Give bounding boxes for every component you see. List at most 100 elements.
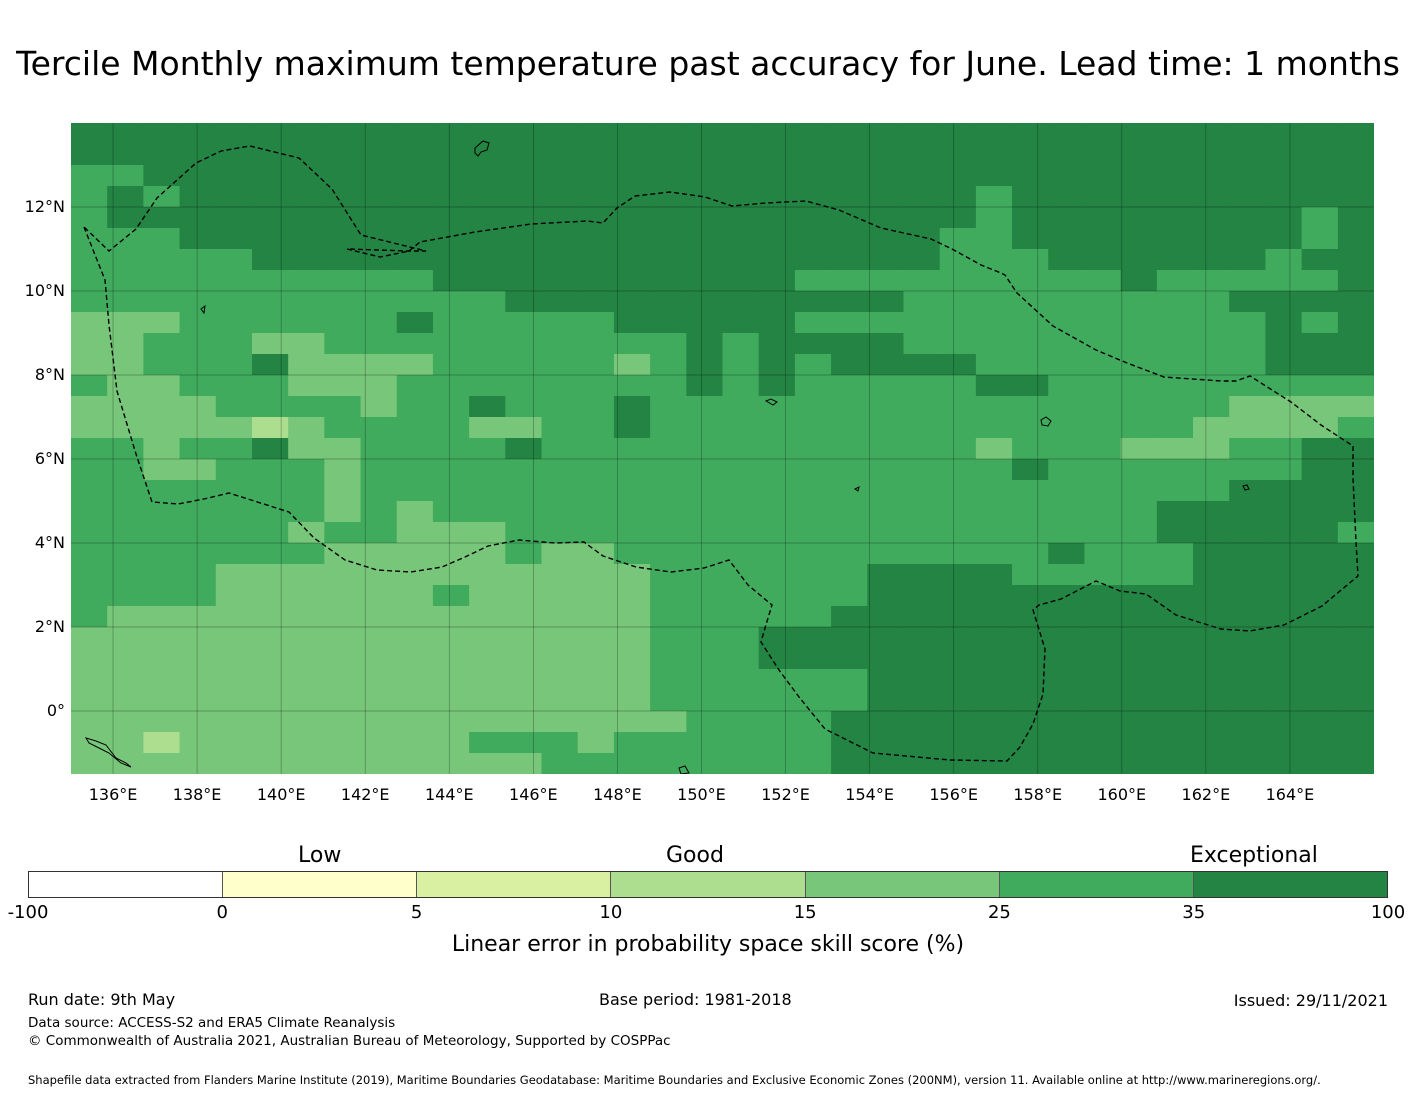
score-cell (577, 186, 615, 208)
score-cell (1120, 396, 1158, 418)
score-cell (975, 438, 1013, 460)
score-cell (650, 522, 687, 544)
score-cell (432, 186, 470, 208)
score-cell (179, 270, 217, 292)
score-cell (324, 144, 362, 166)
score-cell (1193, 123, 1230, 145)
score-cell (179, 732, 217, 754)
score-cell (1048, 711, 1086, 733)
latitude-label: 2°N (34, 617, 65, 636)
score-cell (722, 375, 760, 397)
score-cell (324, 186, 362, 208)
score-cell (505, 249, 543, 271)
score-cell (251, 585, 289, 607)
score-cell (1012, 543, 1049, 565)
score-cell (1156, 207, 1194, 229)
score-cell (1265, 501, 1303, 523)
score-cell (1012, 123, 1049, 145)
score-cell (1084, 438, 1122, 460)
score-cell (686, 291, 724, 313)
score-cell (541, 186, 579, 208)
score-cell (939, 354, 977, 376)
score-cell (1156, 249, 1194, 271)
score-cell (107, 627, 144, 649)
score-cell (505, 648, 543, 670)
score-cell (939, 459, 977, 481)
score-cell (215, 501, 253, 523)
score-cell (541, 438, 579, 460)
score-cell (1337, 690, 1374, 712)
score-cell (1193, 669, 1230, 691)
score-cell (975, 690, 1013, 712)
score-cell (975, 627, 1013, 649)
shapefile-credit: Shapefile data extracted from Flanders M… (28, 1073, 1321, 1087)
score-cell (1048, 522, 1086, 544)
score-cell (1048, 249, 1086, 271)
score-cell (939, 144, 977, 166)
score-cell (1193, 501, 1230, 523)
score-cell (831, 396, 868, 418)
score-cell (867, 375, 905, 397)
score-cell (686, 606, 724, 628)
score-cell (975, 375, 1013, 397)
score-cell (794, 144, 832, 166)
score-cell (758, 564, 796, 586)
score-cell (1156, 312, 1194, 334)
score-cell (1265, 144, 1303, 166)
score-cell (903, 522, 941, 544)
score-cell (577, 333, 615, 355)
score-cell (1156, 564, 1194, 586)
score-cell (1156, 186, 1194, 208)
score-cell (469, 396, 506, 418)
score-cell (505, 123, 543, 145)
score-cell (251, 438, 289, 460)
score-cell (903, 165, 941, 187)
score-cell (613, 312, 651, 334)
score-cell (179, 249, 217, 271)
score-cell (1301, 354, 1339, 376)
score-cell (758, 333, 796, 355)
score-cell (1120, 291, 1158, 313)
score-cell (903, 438, 941, 460)
score-cell (1229, 396, 1267, 418)
score-cell (505, 186, 543, 208)
score-cell (794, 228, 832, 250)
score-cell (469, 501, 506, 523)
score-cell (1120, 585, 1158, 607)
score-cell (469, 711, 506, 733)
score-cell (288, 249, 325, 271)
score-cell (975, 228, 1013, 250)
score-cell (1012, 228, 1049, 250)
score-cell (613, 123, 651, 145)
score-cell (143, 732, 181, 754)
score-cell (1229, 459, 1267, 481)
score-cell (251, 123, 289, 145)
score-cell (1265, 312, 1303, 334)
score-cell (143, 228, 181, 250)
score-cell (1301, 753, 1339, 774)
score-cell (1084, 543, 1122, 565)
score-cell (396, 396, 434, 418)
score-cell (577, 165, 615, 187)
score-cell (1265, 333, 1303, 355)
score-cell (1084, 396, 1122, 418)
score-cell (613, 522, 651, 544)
island-kosrae (1242, 484, 1250, 491)
score-cell (324, 291, 362, 313)
score-cell (432, 501, 470, 523)
score-cell (179, 123, 217, 145)
score-cell (794, 690, 832, 712)
score-cell (1048, 291, 1086, 313)
score-cell (1229, 417, 1267, 439)
score-cell (396, 438, 434, 460)
score-cell (903, 291, 941, 313)
score-cell (324, 438, 362, 460)
score-cell (1229, 648, 1267, 670)
score-cell (1120, 543, 1158, 565)
score-cell (541, 753, 579, 774)
score-cell (758, 690, 796, 712)
score-cell (143, 459, 181, 481)
run-date: Run date: 9th May (28, 990, 176, 1009)
score-cell (1120, 333, 1158, 355)
score-cell (831, 732, 868, 754)
